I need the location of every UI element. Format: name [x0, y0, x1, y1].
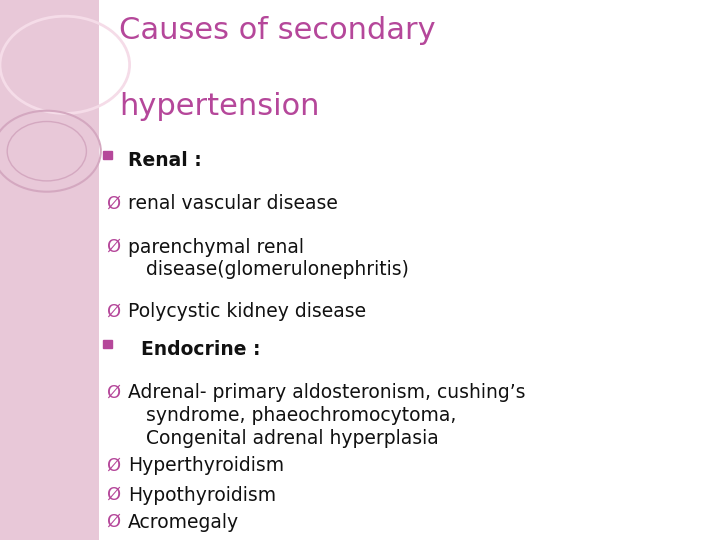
- Text: Ø: Ø: [107, 302, 121, 320]
- Text: Renal :: Renal :: [128, 151, 202, 170]
- Text: Adrenal- primary aldosteronism, cushing’s
   syndrome, phaeochromocytoma,
   Con: Adrenal- primary aldosteronism, cushing’…: [128, 383, 526, 448]
- Text: Ø: Ø: [107, 194, 121, 212]
- Text: Acromegaly: Acromegaly: [128, 513, 239, 532]
- Text: Ø: Ø: [107, 513, 121, 531]
- Text: Ø: Ø: [107, 456, 121, 474]
- Text: Ø: Ø: [107, 238, 121, 255]
- Text: Causes of secondary: Causes of secondary: [119, 16, 436, 45]
- Text: Ø: Ø: [107, 383, 121, 401]
- Text: Hypothyroidism: Hypothyroidism: [128, 486, 276, 505]
- Text: renal vascular disease: renal vascular disease: [128, 194, 338, 213]
- Text: Ø: Ø: [107, 486, 121, 504]
- Text: parenchymal renal
   disease(glomerulonephritis): parenchymal renal disease(glomerulonephr…: [128, 238, 409, 279]
- Text: hypertension: hypertension: [119, 92, 319, 121]
- Text: Endocrine :: Endocrine :: [128, 340, 261, 359]
- Text: Polycystic kidney disease: Polycystic kidney disease: [128, 302, 366, 321]
- Text: Hyperthyroidism: Hyperthyroidism: [128, 456, 284, 475]
